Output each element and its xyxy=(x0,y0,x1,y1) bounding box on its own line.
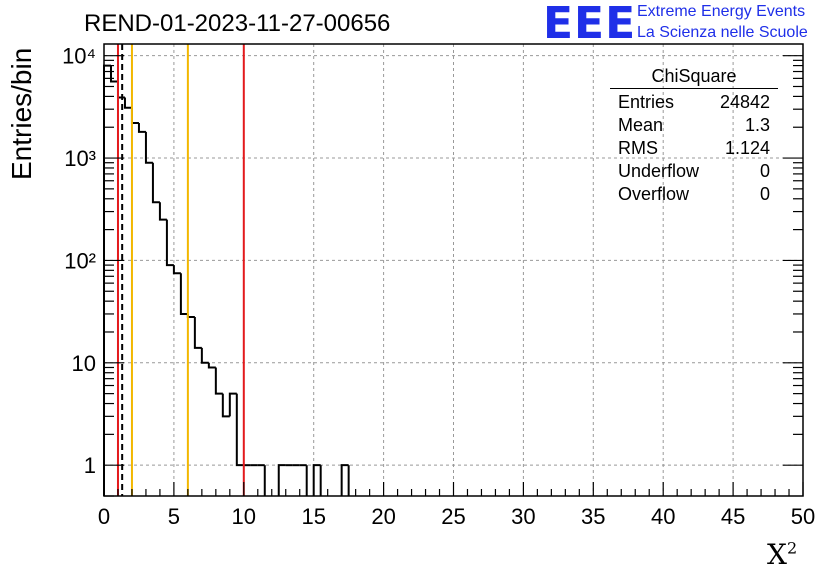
stats-value: 1.124 xyxy=(724,138,770,158)
histogram-bin xyxy=(179,273,188,315)
x-tick-label: 20 xyxy=(371,504,395,529)
histogram-bin xyxy=(277,464,286,496)
x-axis-label: X2 xyxy=(767,538,797,571)
histogram-bin xyxy=(200,347,209,364)
x-tick-label: 15 xyxy=(301,504,325,529)
x-tick-label: 10 xyxy=(232,504,256,529)
histogram-bin xyxy=(144,131,153,164)
stats-row-entries: Entries 24842 xyxy=(610,91,778,114)
y-tick-label: 10⁴ xyxy=(62,44,96,69)
x-tick-label: 0 xyxy=(98,504,110,529)
y-tick-label: 10³ xyxy=(64,146,96,171)
logo-caption-line2: La Scienza nelle Scuole xyxy=(637,24,808,41)
x-tick-label: 30 xyxy=(511,504,535,529)
stats-value: 0 xyxy=(759,184,770,204)
histogram-bin xyxy=(158,202,167,221)
x-axis-label-base: X xyxy=(767,538,787,571)
histogram-bin xyxy=(307,465,314,496)
stats-label: Overflow xyxy=(618,184,690,204)
histogram-bin xyxy=(103,64,111,496)
histogram-bin xyxy=(312,464,321,496)
histogram-bin xyxy=(109,65,118,83)
histogram-bin xyxy=(221,393,230,418)
histogram-bin xyxy=(321,465,328,496)
stats-row-mean: Mean 1.3 xyxy=(610,114,778,137)
histogram-bin xyxy=(265,465,272,496)
x-tick-label: 35 xyxy=(581,504,605,529)
stats-label: RMS xyxy=(618,138,658,158)
histogram-bin xyxy=(207,362,216,369)
x-tick-label: 45 xyxy=(721,504,745,529)
y-tick-labels: 1 10 10² 10³ 10⁴ xyxy=(62,44,96,479)
stats-title: ChiSquare xyxy=(610,66,778,89)
histogram-bin xyxy=(151,162,160,204)
stats-label: Underflow xyxy=(618,161,700,181)
y-tick-label: 10² xyxy=(64,248,96,273)
logo-caption-line1: Extreme Energy Events xyxy=(637,3,806,20)
histogram-bin xyxy=(193,317,202,349)
histogram-bin xyxy=(228,392,237,417)
histogram-bin xyxy=(186,313,195,319)
histogram-bin xyxy=(214,367,223,395)
reference-lines xyxy=(116,44,245,496)
chart-title: REND-01-2023-11-27-00656 xyxy=(84,10,391,37)
stats-label: Mean xyxy=(618,115,664,135)
stats-row-underflow: Underflow 0 xyxy=(610,160,778,183)
x-tick-label: 40 xyxy=(651,504,675,529)
x-tick-label: 25 xyxy=(441,504,465,529)
histogram-bin xyxy=(123,97,132,109)
grid-lines xyxy=(104,44,803,496)
histogram-bin xyxy=(235,393,244,467)
x-tick-labels: 0 5 10 15 20 25 30 35 40 45 50 xyxy=(98,504,815,529)
histogram-bin xyxy=(130,107,139,124)
stats-label: Entries xyxy=(618,92,675,112)
y-tick-label: 1 xyxy=(84,453,96,478)
stats-box: ChiSquare Entries 24842 Mean 1.3 RMS 1.124 … xyxy=(610,66,778,206)
x-axis-label-exponent: 2 xyxy=(786,538,798,558)
y-tick-label: 10 xyxy=(72,351,96,376)
histogram-series xyxy=(103,64,350,496)
histogram-bin xyxy=(165,219,174,267)
stats-value: 1.3 xyxy=(744,115,770,135)
stats-row-overflow: Overflow 0 xyxy=(610,183,778,206)
histogram-bin xyxy=(137,122,146,133)
stats-value: 0 xyxy=(759,161,770,181)
x-tick-label: 50 xyxy=(791,504,815,529)
axis-ticks xyxy=(103,55,804,497)
histogram-bin xyxy=(172,265,181,275)
x-tick-label: 5 xyxy=(168,504,180,529)
stats-value: 24842 xyxy=(719,92,770,112)
stats-row-rms: RMS 1.124 xyxy=(610,137,778,160)
histogram-bin xyxy=(340,464,349,496)
eee-logo: EEE xyxy=(543,0,637,49)
